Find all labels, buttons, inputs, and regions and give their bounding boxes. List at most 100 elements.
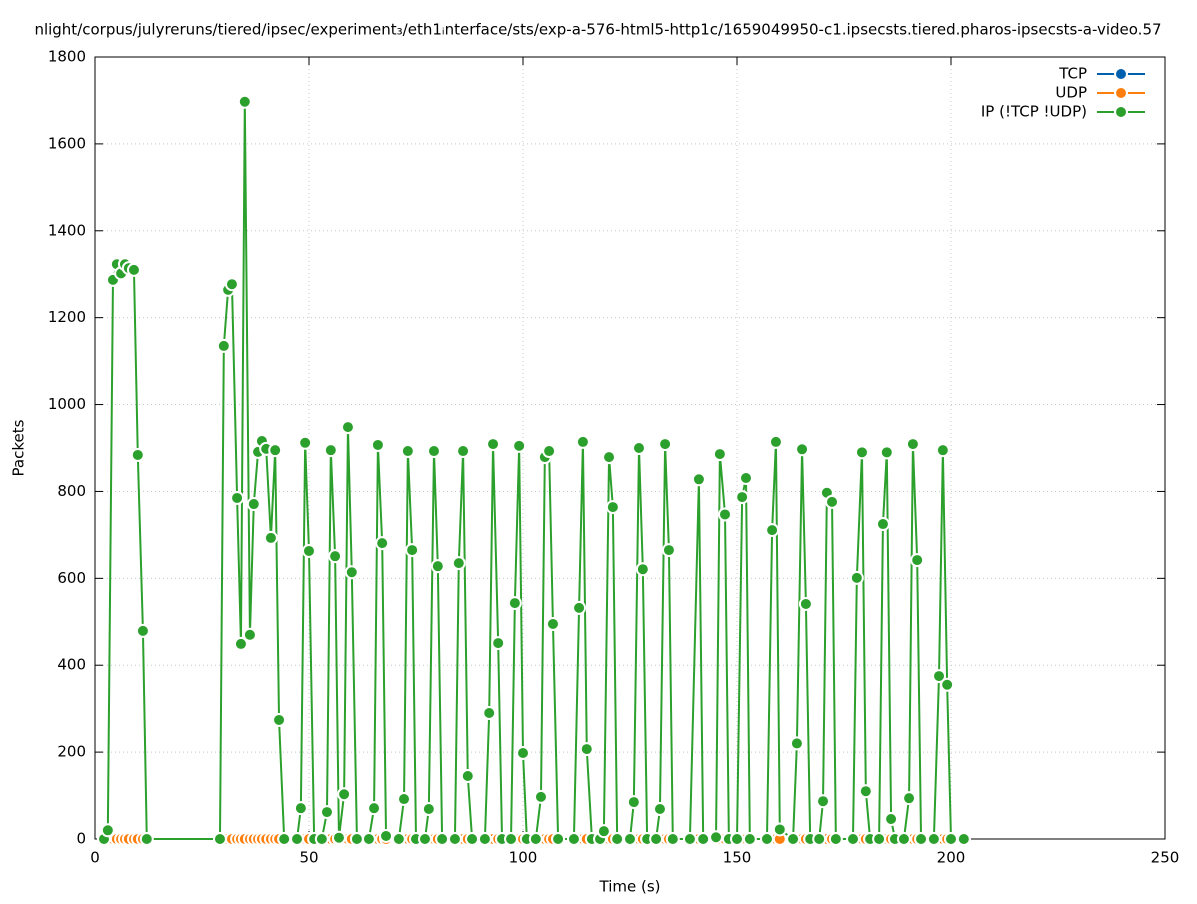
data-point [854,445,869,460]
legend-label: UDP [1055,84,1087,102]
data-point [575,434,590,449]
data-point [926,832,941,846]
chart-title: nlight/corpus/julyreruns/tiered/ipsec/ex… [34,21,1161,39]
data-point [610,832,625,846]
data-point [370,437,385,452]
data-point [460,769,475,784]
data-point [944,832,958,846]
data-point [349,832,364,846]
data-point [533,789,548,804]
data-point [367,801,382,816]
data-point [872,832,887,846]
data-point [477,832,492,846]
data-point [772,822,787,837]
data-point [379,828,394,843]
data-point [375,536,390,551]
legend-swatch-marker [1114,67,1128,81]
data-point [658,437,673,452]
data-point [768,434,783,449]
data-point [400,444,415,459]
data-point [130,447,145,462]
data-point [691,472,706,487]
data-point [935,443,950,458]
data-point [100,823,115,838]
data-point [344,565,359,580]
data-point [340,420,355,435]
y-tick-label: 1800 [48,48,86,66]
data-point [331,830,346,845]
data-point [417,832,432,846]
data-point [730,832,744,846]
y-tick-label: 0 [76,830,86,848]
data-point [430,559,445,574]
y-tick-label: 800 [57,482,86,500]
data-point [233,636,248,651]
data-point [237,94,252,109]
x-tick-label: 200 [937,849,966,867]
y-tick-label: 1200 [48,308,86,326]
data-point [635,562,650,577]
data-point [914,832,929,846]
data-point [528,832,543,846]
data-point [451,556,466,571]
y-tick-label: 400 [57,656,86,674]
data-point [551,832,566,846]
data-point [910,553,925,568]
data-point [825,494,840,509]
data-point [905,437,920,452]
data-point [845,832,860,846]
data-point [738,470,753,485]
x-tick-label: 250 [1151,849,1180,867]
data-point [405,543,420,558]
data-point [135,623,150,638]
y-tick-label: 600 [57,569,86,587]
x-tick-label: 0 [90,849,100,867]
data-point [718,507,733,522]
data-point [361,832,376,846]
data-point [652,802,667,817]
data-point [786,832,801,846]
data-point [932,669,947,684]
data-point [742,832,757,846]
data-point [956,832,971,846]
data-point [875,517,890,532]
data-point [216,338,231,353]
data-point [504,832,519,846]
data-point [789,736,804,751]
legend-label: TCP [1058,65,1087,83]
data-point [572,600,587,615]
data-point [828,832,843,846]
series-line [103,100,964,840]
data-point [435,832,450,846]
data-point [319,805,334,820]
data-point [542,444,557,459]
data-point [263,530,278,545]
data-point [272,712,287,727]
data-point [491,636,506,651]
data-point [447,832,462,846]
data-point [896,832,911,846]
data-point [268,443,283,458]
y-tick-label: 1400 [48,221,86,239]
legend-swatch-marker [1114,86,1128,100]
x-tick-label: 50 [299,849,318,867]
data-point [230,490,245,505]
data-point [795,442,810,457]
series [96,94,971,846]
legend-swatch-marker [1114,105,1128,119]
y-tick-label: 1600 [48,134,86,152]
data-point [426,444,441,459]
data-point [712,447,727,462]
data-point [709,830,724,845]
data-point [139,832,154,846]
data-point [858,784,873,799]
data-point [298,435,313,450]
data-point [812,832,827,846]
data-point [290,832,305,846]
data-point [765,523,780,538]
data-point [516,745,530,760]
data-point [465,832,480,846]
data-point [507,596,522,611]
data-point [486,437,501,452]
